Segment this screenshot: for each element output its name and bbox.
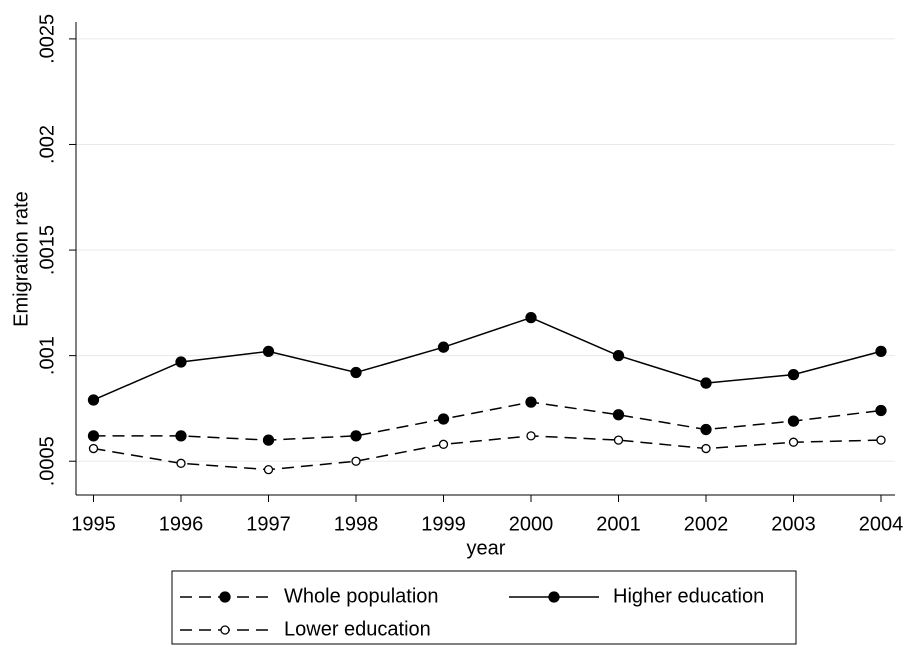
data-point <box>612 409 625 421</box>
data-point <box>875 345 887 358</box>
x-tick-label: 2001 <box>596 513 641 535</box>
y-tick-label: .0025 <box>36 14 58 64</box>
series-line <box>93 435 882 471</box>
data-point <box>351 456 361 466</box>
data-point <box>613 435 624 445</box>
x-axis-title: year <box>467 537 506 559</box>
data-point <box>526 431 536 441</box>
data-point <box>350 430 362 442</box>
x-tick-label: 1998 <box>334 513 379 535</box>
data-point <box>263 465 274 475</box>
data-point <box>175 430 187 442</box>
data-point <box>876 435 886 445</box>
data-point <box>437 341 450 353</box>
legend-marker <box>548 591 560 603</box>
data-point <box>788 437 799 447</box>
data-point <box>701 443 711 454</box>
data-point <box>525 396 537 408</box>
legend-marker <box>219 591 231 603</box>
series-line <box>93 401 882 441</box>
x-tick-label: 2000 <box>509 513 554 535</box>
x-tick-label: 1995 <box>71 513 116 535</box>
data-point <box>875 404 887 417</box>
data-point <box>262 434 275 446</box>
y-tick-label: .0015 <box>36 225 58 275</box>
data-point <box>612 349 625 362</box>
data-point <box>437 413 450 425</box>
x-tick-label: 2004 <box>859 513 904 535</box>
data-point <box>350 366 362 379</box>
x-tick-label: 2002 <box>684 513 729 535</box>
y-axis-title: Emigration rate <box>10 191 32 327</box>
legend-marker <box>220 625 230 635</box>
data-point <box>700 377 712 389</box>
legend-box <box>171 570 797 645</box>
data-point <box>438 439 449 449</box>
x-tick-label: 2003 <box>771 513 816 535</box>
data-point <box>787 368 800 381</box>
x-tick-label: 1999 <box>421 513 466 535</box>
data-point <box>87 394 100 406</box>
data-point <box>176 458 186 468</box>
legend-label: Lower education <box>284 618 431 640</box>
y-tick-label: .0005 <box>36 436 58 486</box>
y-tick-label: .002 <box>36 125 58 164</box>
series-line <box>93 316 882 401</box>
data-point <box>88 443 99 454</box>
x-tick-label: 1997 <box>246 513 291 535</box>
data-point <box>525 311 537 324</box>
data-point <box>787 415 800 427</box>
legend-label: Higher education <box>613 585 764 607</box>
data-point <box>87 430 100 442</box>
legend-label: Whole population <box>284 585 439 607</box>
data-point <box>175 356 187 368</box>
data-point <box>700 423 712 436</box>
y-tick-label: .001 <box>36 336 58 375</box>
x-tick-label: 1996 <box>159 513 204 535</box>
data-point <box>262 345 275 358</box>
